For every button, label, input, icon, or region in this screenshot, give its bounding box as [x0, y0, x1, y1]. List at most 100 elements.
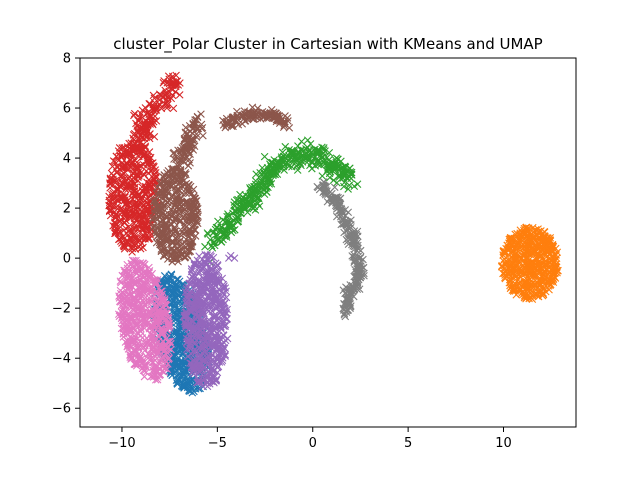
data-point-0-598 [173, 379, 181, 387]
data-point-3-347 [111, 214, 120, 222]
data-point-4-153 [167, 84, 176, 93]
data-point-2-421 [260, 190, 269, 199]
y-tick-label-3: 0 [63, 252, 71, 267]
data-point-1-527 [545, 268, 553, 277]
y-tick-label-0: −6 [52, 402, 71, 417]
data-point-2-398 [219, 231, 227, 239]
data-point-4-144 [138, 113, 147, 122]
data-point-4-152 [140, 120, 149, 129]
data-point-3-395 [141, 184, 149, 192]
data-point-1-548 [548, 246, 556, 254]
data-point-2-360 [319, 146, 328, 154]
data-point-1-536 [526, 280, 535, 289]
data-point-2-168 [281, 142, 290, 151]
data-point-0-425 [166, 280, 175, 289]
data-point-2-350 [334, 162, 342, 171]
data-point-3-432 [128, 158, 137, 166]
data-point-2-370 [255, 194, 263, 203]
data-point-1-531 [518, 262, 527, 271]
data-point-3-417 [117, 183, 125, 191]
data-point-0-639 [172, 288, 181, 297]
data-point-1-534 [537, 287, 546, 296]
data-point-3-403 [120, 193, 129, 201]
data-point-0-459 [187, 387, 195, 395]
data-point-0-632 [180, 371, 188, 379]
data-point-0-588 [174, 299, 183, 308]
data-point-4-90 [169, 104, 178, 113]
data-points [105, 71, 562, 397]
x-axis: −10 −5 0 5 10 [108, 427, 512, 451]
data-point-1-439 [537, 251, 546, 260]
data-point-2-391 [242, 195, 251, 203]
data-point-3-375 [131, 183, 139, 192]
data-point-2-408 [239, 201, 248, 210]
y-tick-label-1: −4 [52, 352, 71, 367]
data-point-0-609 [172, 328, 181, 337]
data-point-3-406 [128, 234, 136, 243]
data-point-3-390 [117, 237, 125, 245]
data-point-2-299 [345, 172, 354, 181]
data-point-2-254 [314, 156, 323, 165]
data-point-2-390 [249, 190, 257, 199]
data-point-3-201 [128, 195, 137, 203]
data-point-3-280 [113, 223, 122, 231]
data-point-3-359 [117, 152, 125, 161]
data-point-1-485 [516, 267, 525, 275]
data-point-0-627 [176, 361, 185, 370]
data-point-1-508 [549, 244, 557, 252]
data-point-4-79 [149, 117, 158, 126]
data-point-1-542 [540, 228, 549, 236]
data-point-8-39 [199, 131, 207, 140]
data-point-1-522 [524, 227, 532, 235]
data-point-1-478 [535, 260, 544, 268]
data-point-2-387 [300, 153, 309, 162]
data-point-4-6 [130, 109, 139, 118]
data-point-2-429 [230, 198, 239, 206]
data-point-4-155 [146, 100, 154, 109]
data-point-2-383 [209, 229, 217, 237]
data-point-2-362 [333, 155, 342, 163]
data-point-3-438 [142, 205, 151, 214]
data-point-1-405 [516, 232, 524, 240]
data-point-3-370 [147, 167, 156, 175]
data-point-3-418 [105, 206, 114, 215]
data-point-2-417 [226, 219, 235, 227]
data-point-3-394 [121, 177, 130, 186]
data-point-1-523 [529, 223, 537, 232]
data-point-3-437 [144, 176, 153, 184]
data-point-2-284 [223, 212, 231, 221]
data-point-1-503 [506, 262, 514, 271]
data-point-3-351 [120, 218, 129, 226]
data-point-0-613 [172, 285, 181, 294]
data-point-4-148 [132, 119, 140, 128]
data-point-2-310 [246, 184, 254, 192]
data-point-3-373 [113, 195, 121, 204]
data-point-2-407 [307, 158, 316, 166]
data-point-2-68 [350, 182, 359, 191]
data-point-3-377 [122, 150, 130, 158]
data-point-1-541 [517, 243, 526, 251]
data-point-0-646 [194, 384, 203, 393]
data-point-1-435 [505, 278, 514, 287]
data-point-4-45 [130, 111, 138, 120]
data-point-2-353 [275, 163, 284, 172]
data-point-2-281 [252, 170, 260, 178]
data-point-2-375 [201, 242, 209, 251]
data-point-1-520 [550, 257, 559, 266]
data-point-2-410 [225, 220, 233, 228]
data-point-1-476 [532, 289, 540, 298]
data-point-1-538 [530, 229, 539, 238]
data-point-2-419 [324, 165, 332, 173]
data-point-2-339 [245, 199, 253, 208]
data-point-2-424 [229, 226, 237, 235]
data-point-1-483 [521, 230, 530, 238]
data-point-1-511 [547, 265, 556, 273]
data-point-3-411 [141, 229, 149, 237]
y-tick-label-6: 6 [63, 102, 71, 117]
data-point-3-441 [112, 185, 120, 194]
data-point-4-154 [152, 103, 160, 112]
data-point-3-302 [116, 228, 125, 236]
data-point-4-130 [143, 120, 151, 129]
data-point-4-151 [159, 79, 168, 87]
